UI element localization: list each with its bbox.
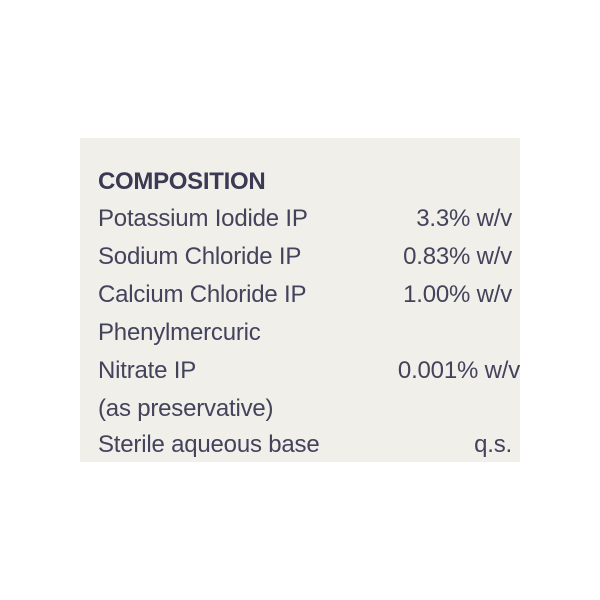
ingredient-name: Potassium Iodide IP (98, 205, 308, 232)
ingredient-value: 0.001% w/v (397, 357, 520, 384)
ingredient-value: 1.00% w/v (403, 281, 512, 308)
ingredient-name: Phenylmercuric (98, 319, 261, 346)
ingredient-name: Nitrate IP (98, 357, 197, 384)
ingredient-row: Phenylmercuric (98, 319, 512, 355)
ingredient-row: Sterile aqueous base q.s. (98, 431, 512, 467)
ingredient-name: Sodium Chloride IP (98, 243, 302, 270)
composition-label: COMPOSITION Potassium Iodide IP 3.3% w/v… (80, 138, 520, 462)
ingredient-value: q.s. (474, 431, 512, 458)
ingredient-value: 0.83% w/v (403, 243, 512, 270)
ingredient-row: Calcium Chloride IP 1.00% w/v (98, 281, 512, 317)
ingredient-name: (as preservative) (98, 395, 274, 422)
ingredient-value: 3.3% w/v (416, 205, 512, 232)
ingredient-row: (as preservative) (98, 395, 512, 431)
composition-title: COMPOSITION (98, 168, 266, 195)
ingredient-row: Sodium Chloride IP 0.83% w/v (98, 243, 512, 279)
ingredient-row: Potassium Iodide IP 3.3% w/v (98, 205, 512, 241)
ingredient-name: Calcium Chloride IP (98, 281, 307, 308)
ingredient-row: Nitrate IP 0.001% w/v (98, 357, 520, 393)
ingredient-name: Sterile aqueous base (98, 431, 320, 458)
